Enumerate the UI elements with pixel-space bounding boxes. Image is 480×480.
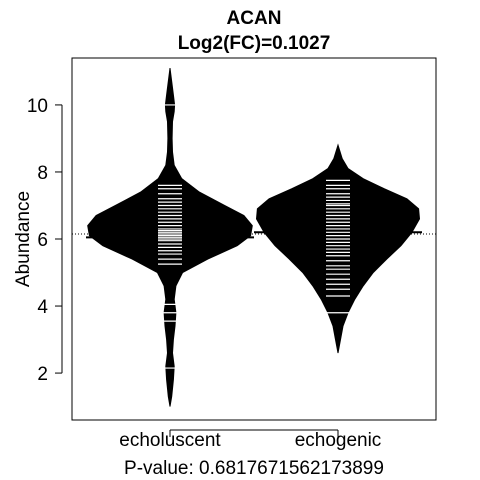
plot-frame: [71, 57, 437, 421]
x-tick-label: echoluscent: [119, 430, 221, 451]
y-tick-label: 6: [37, 230, 48, 251]
y-tick-label: 10: [27, 96, 48, 117]
y-tick-label: 2: [37, 364, 48, 385]
y-tick-label: 8: [37, 163, 48, 184]
y-axis: 2 4 6 8 10: [27, 96, 63, 385]
y-axis-label: Abundance: [13, 191, 34, 287]
bean-echogenic: [254, 143, 422, 354]
chart-title: ACAN: [227, 8, 282, 29]
y-tick-label: 4: [37, 297, 48, 318]
beans-layer: [72, 68, 436, 407]
x-tick-label: echogenic: [295, 430, 382, 451]
x-axis-label: P-value: 0.6817671562173899: [124, 458, 384, 479]
x-axis: echoluscent echogenic: [119, 429, 382, 451]
bean-echoluscent: [86, 68, 254, 407]
chart-subtitle: Log2(FC)=0.1027: [178, 33, 331, 54]
